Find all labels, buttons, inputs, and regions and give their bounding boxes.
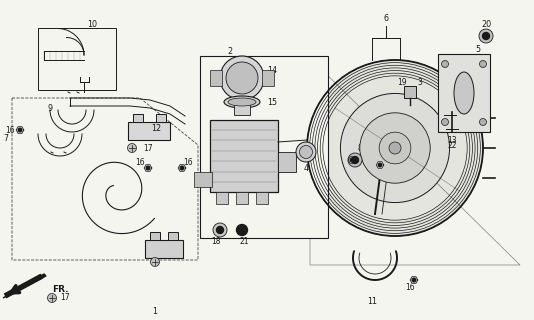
Bar bbox=[216, 192, 228, 204]
Bar bbox=[236, 98, 248, 110]
Bar bbox=[262, 70, 274, 86]
Text: 3: 3 bbox=[418, 77, 422, 86]
Circle shape bbox=[480, 60, 486, 68]
Text: 15: 15 bbox=[267, 98, 277, 107]
Text: 7: 7 bbox=[3, 133, 9, 142]
Circle shape bbox=[216, 227, 224, 234]
Text: 11: 11 bbox=[367, 298, 377, 307]
Bar bbox=[128, 122, 170, 140]
Circle shape bbox=[296, 142, 316, 162]
Text: 4: 4 bbox=[303, 164, 309, 172]
Polygon shape bbox=[3, 274, 46, 298]
Circle shape bbox=[412, 278, 415, 282]
Bar bbox=[278, 152, 296, 172]
Bar bbox=[150, 232, 160, 240]
Text: 2: 2 bbox=[227, 47, 233, 57]
Circle shape bbox=[128, 143, 137, 153]
Ellipse shape bbox=[224, 96, 260, 108]
Circle shape bbox=[300, 146, 312, 158]
Circle shape bbox=[442, 118, 449, 125]
Text: 13: 13 bbox=[447, 135, 457, 145]
Text: 22: 22 bbox=[447, 140, 457, 149]
Text: 5: 5 bbox=[475, 45, 481, 54]
Circle shape bbox=[360, 113, 430, 183]
Circle shape bbox=[351, 156, 358, 164]
Circle shape bbox=[379, 132, 411, 164]
Text: 8: 8 bbox=[358, 143, 363, 153]
Circle shape bbox=[348, 153, 362, 167]
Bar bbox=[200, 56, 328, 238]
Bar bbox=[145, 240, 183, 258]
Text: 12: 12 bbox=[151, 124, 161, 132]
Text: 16: 16 bbox=[183, 157, 193, 166]
Text: 16: 16 bbox=[5, 125, 15, 134]
Circle shape bbox=[389, 142, 401, 154]
Circle shape bbox=[146, 166, 150, 170]
Circle shape bbox=[442, 60, 449, 68]
Text: 16: 16 bbox=[135, 157, 145, 166]
Circle shape bbox=[213, 223, 227, 237]
Bar bbox=[210, 120, 278, 192]
Bar bbox=[438, 54, 490, 132]
Bar bbox=[194, 172, 212, 187]
Circle shape bbox=[479, 29, 493, 43]
Text: 17: 17 bbox=[60, 293, 70, 302]
Text: 16: 16 bbox=[339, 149, 349, 158]
Text: 19: 19 bbox=[397, 77, 407, 86]
Text: 21: 21 bbox=[239, 237, 249, 246]
Text: 16: 16 bbox=[405, 284, 415, 292]
Bar bbox=[256, 192, 268, 204]
Text: 17: 17 bbox=[143, 143, 153, 153]
Circle shape bbox=[378, 163, 382, 167]
Bar bbox=[133, 114, 143, 122]
Polygon shape bbox=[178, 165, 186, 171]
Bar bbox=[156, 114, 166, 122]
Circle shape bbox=[480, 118, 486, 125]
Ellipse shape bbox=[454, 72, 474, 114]
Text: 14: 14 bbox=[267, 66, 277, 75]
Polygon shape bbox=[16, 127, 24, 133]
Circle shape bbox=[237, 225, 247, 236]
Bar bbox=[168, 232, 178, 240]
Text: 16: 16 bbox=[381, 154, 391, 163]
Ellipse shape bbox=[228, 98, 256, 106]
Bar bbox=[404, 86, 416, 98]
Bar bbox=[38, 28, 116, 90]
Circle shape bbox=[151, 258, 160, 267]
Circle shape bbox=[180, 166, 184, 170]
Text: 1: 1 bbox=[153, 308, 158, 316]
Bar bbox=[234, 101, 250, 115]
Circle shape bbox=[226, 62, 258, 94]
Bar bbox=[236, 192, 248, 204]
Polygon shape bbox=[410, 277, 418, 283]
Text: 6: 6 bbox=[383, 13, 389, 22]
Text: FR.: FR. bbox=[52, 285, 68, 294]
Polygon shape bbox=[376, 162, 384, 168]
Text: 18: 18 bbox=[211, 237, 221, 246]
Text: 9: 9 bbox=[48, 103, 52, 113]
Polygon shape bbox=[144, 165, 152, 171]
Text: 20: 20 bbox=[481, 20, 491, 28]
Circle shape bbox=[483, 33, 490, 39]
Text: 10: 10 bbox=[87, 20, 97, 28]
Circle shape bbox=[220, 56, 264, 100]
Circle shape bbox=[18, 128, 22, 132]
Circle shape bbox=[350, 158, 354, 162]
Circle shape bbox=[341, 93, 450, 203]
Polygon shape bbox=[348, 157, 356, 163]
Circle shape bbox=[48, 293, 57, 302]
Circle shape bbox=[307, 60, 483, 236]
Bar bbox=[210, 70, 222, 86]
